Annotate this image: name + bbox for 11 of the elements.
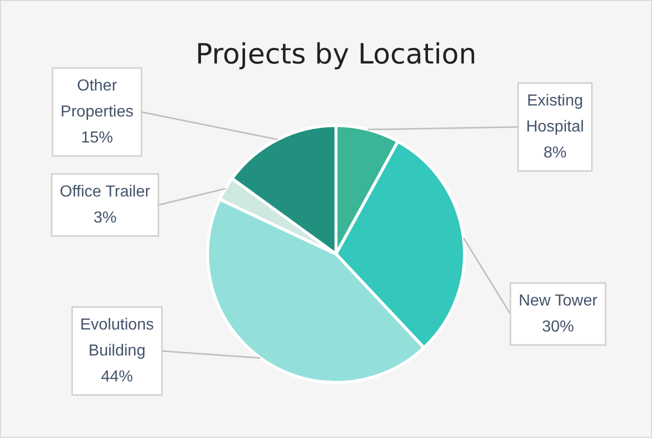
slice-label: Other Properties xyxy=(60,77,134,120)
slice-label: Office Trailer xyxy=(60,183,151,200)
slice-label: New Tower xyxy=(518,292,598,310)
data-label: 44% xyxy=(100,368,134,386)
data-label: 3% xyxy=(93,209,117,226)
data-label: 30% xyxy=(542,318,574,336)
data-label: 15% xyxy=(80,129,114,146)
data-label: 8% xyxy=(543,144,567,162)
chart-title: Projects by Location xyxy=(196,37,476,70)
slice-label: Evolutions Building xyxy=(80,316,154,360)
slice-label: Existing Hospital xyxy=(526,92,584,136)
